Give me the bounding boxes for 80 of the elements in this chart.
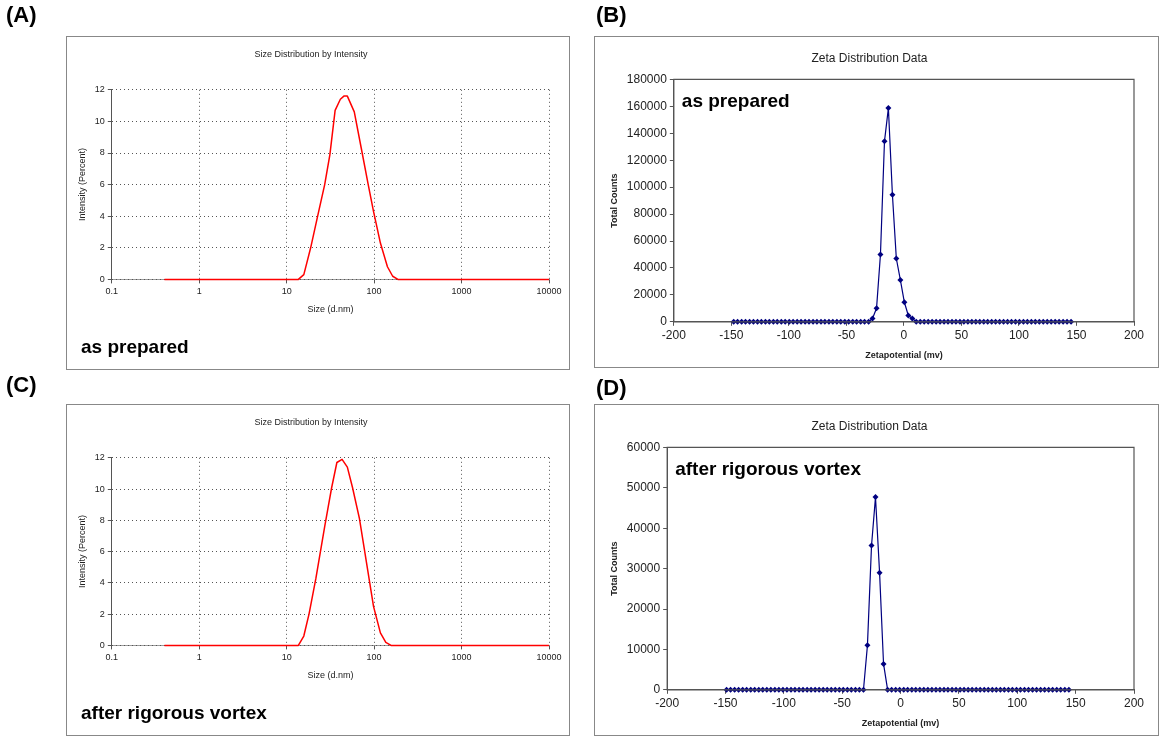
x-tick-label: 1 <box>196 286 202 297</box>
annotation: after rigorous vortex <box>675 458 862 480</box>
text: (D) <box>596 375 627 401</box>
y-tick-label: 40000 <box>633 260 668 275</box>
x-tick-label: 0.1 <box>105 652 119 663</box>
y-axis-title: Total Counts <box>608 173 619 228</box>
x-tick-label: 100 <box>366 286 382 297</box>
x-tick-label: 10 <box>281 286 292 297</box>
x-tick-label: 100 <box>366 652 382 663</box>
y-tick-label: 12 <box>94 84 105 95</box>
text: (B) <box>596 2 627 28</box>
y-tick-label: 60000 <box>626 439 661 454</box>
y-tick-label: 120000 <box>626 152 668 167</box>
y-tick-label: 2 <box>99 608 105 619</box>
chart-title: Size Distribution by Intensity <box>254 48 369 59</box>
x-tick-label: 100 <box>1007 696 1028 711</box>
x-tick-label: -200 <box>661 328 687 343</box>
y-axis-title: Intensity (Percent) <box>76 148 87 222</box>
text: (C) <box>6 372 37 398</box>
x-tick-label: 150 <box>1065 696 1086 711</box>
x-axis-title: Size (d.nm) <box>307 304 354 315</box>
text: after rigorous vortex <box>81 702 268 723</box>
y-tick-label: 0 <box>660 314 668 329</box>
chart-title: Zeta Distribution Data <box>811 418 928 433</box>
x-tick-label: -200 <box>655 696 680 711</box>
y-tick-label: 40000 <box>626 520 661 535</box>
y-tick-label: 4 <box>99 210 105 221</box>
x-tick-label: 1 <box>196 652 202 663</box>
text: as prepared <box>81 336 189 357</box>
y-tick-label: 100000 <box>626 179 668 194</box>
x-axis-title: Size (d.nm) <box>307 670 354 681</box>
y-tick-label: 140000 <box>626 125 668 140</box>
x-tick-label: 0 <box>897 696 905 711</box>
x-tick-label: -100 <box>776 328 802 343</box>
y-tick-label: 0 <box>99 639 105 650</box>
y-tick-label: 10 <box>94 115 105 126</box>
y-tick-label: 10 <box>94 483 105 494</box>
text: (A) <box>6 2 37 28</box>
y-tick-label: 6 <box>99 546 105 557</box>
x-tick-label: -50 <box>837 328 856 343</box>
x-tick-label: -150 <box>719 328 744 343</box>
y-tick-label: 0 <box>99 273 105 284</box>
x-tick-label: -50 <box>833 696 852 711</box>
y-tick-label: 8 <box>99 147 105 158</box>
y-tick-label: 6 <box>99 179 105 190</box>
y-tick-label: 160000 <box>626 98 668 113</box>
x-tick-label: 150 <box>1066 328 1087 343</box>
annotation: as prepared <box>681 90 790 112</box>
x-tick-label: 0.1 <box>105 286 119 297</box>
y-tick-label: 60000 <box>633 233 668 248</box>
y-tick-label: 20000 <box>633 287 668 302</box>
x-axis-title: Zetapotential (mv) <box>865 350 943 361</box>
y-tick-label: 20000 <box>626 601 661 616</box>
x-tick-label: 100 <box>1008 328 1030 343</box>
y-axis-title: Total Counts <box>608 541 619 596</box>
y-tick-label: 50000 <box>626 480 661 495</box>
chart-title: Zeta Distribution Data <box>811 50 928 65</box>
x-tick-label: 200 <box>1123 696 1145 711</box>
chart-title: Size Distribution by Intensity <box>254 416 369 427</box>
y-tick-label: 4 <box>99 577 105 588</box>
x-tick-label: 10000 <box>536 286 562 297</box>
x-tick-label: 1000 <box>451 286 472 297</box>
y-tick-label: 12 <box>94 452 105 463</box>
x-tick-label: 50 <box>954 328 969 343</box>
y-tick-label: 0 <box>653 682 661 697</box>
y-tick-label: 30000 <box>626 560 661 575</box>
y-tick-label: 8 <box>99 514 105 525</box>
x-tick-label: 1000 <box>451 652 472 663</box>
x-tick-label: 0 <box>900 328 908 343</box>
y-axis-title: Intensity (Percent) <box>76 515 87 589</box>
y-tick-label: 180000 <box>626 71 668 86</box>
y-tick-label: 2 <box>99 242 105 253</box>
x-axis-title: Zetapotential (mv) <box>861 718 940 729</box>
x-tick-label: 10000 <box>536 652 562 663</box>
x-tick-label: -100 <box>771 696 797 711</box>
x-tick-label: 50 <box>952 696 966 711</box>
y-tick-label: 80000 <box>633 206 668 221</box>
x-tick-label: 10 <box>281 652 292 663</box>
x-tick-label: -150 <box>713 696 738 711</box>
x-tick-label: 200 <box>1123 328 1145 343</box>
